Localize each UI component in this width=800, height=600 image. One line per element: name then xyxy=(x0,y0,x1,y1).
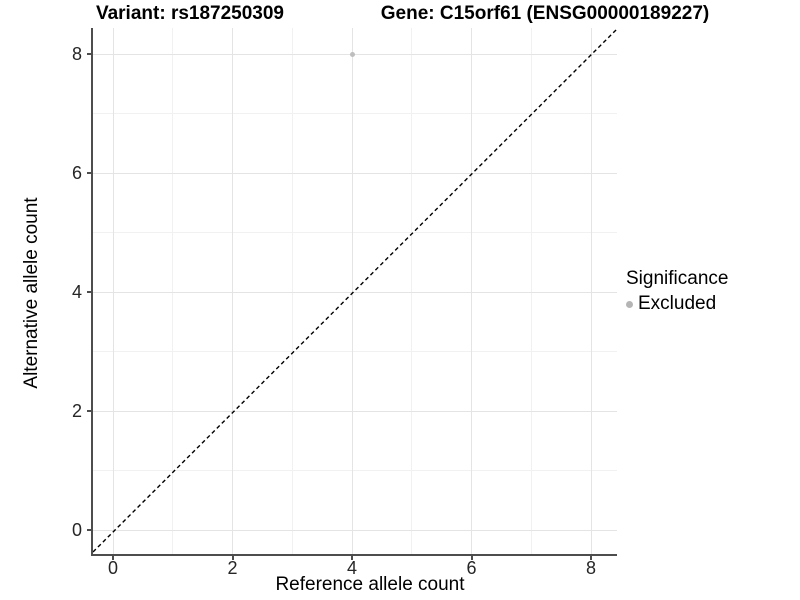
x-tick-mark xyxy=(112,556,114,560)
y-tick-mark xyxy=(87,291,91,293)
gene-title: Gene: C15orf61 (ENSG00000189227) xyxy=(380,3,710,24)
x-tick-mark xyxy=(590,556,592,560)
gridline-x-major xyxy=(351,28,353,554)
y-tick-label: 0 xyxy=(71,520,82,540)
y-tick-mark xyxy=(87,53,91,55)
x-tick-mark xyxy=(231,556,234,560)
identity-dashed-line xyxy=(93,28,617,553)
legend-entry-label: Excluded xyxy=(638,293,717,314)
variant-title: Variant: rs187250309 xyxy=(95,3,285,24)
gridline-y-minor xyxy=(93,351,617,352)
y-tick-mark xyxy=(87,529,91,531)
gridline-y-minor xyxy=(93,113,617,114)
gridline-y-minor xyxy=(93,470,617,471)
legend-entry-excluded: Excluded xyxy=(626,293,796,315)
data-point xyxy=(349,51,355,57)
gridline-x-major xyxy=(232,28,233,554)
y-tick-label: 4 xyxy=(71,282,82,302)
x-tick-label: 8 xyxy=(585,558,596,578)
x-axis-title: Reference allele count xyxy=(275,574,465,595)
y-tick-label: 8 xyxy=(71,44,82,64)
gridline-x-major xyxy=(590,28,592,554)
x-tick-label: 6 xyxy=(466,558,477,578)
x-tick-label: 2 xyxy=(227,558,238,578)
gridline-y-major xyxy=(93,172,617,174)
gridline-x-major xyxy=(471,28,472,554)
gridline-x-minor xyxy=(291,28,293,554)
y-tick-mark xyxy=(87,172,91,174)
gridline-x-major xyxy=(112,28,114,554)
x-tick-mark xyxy=(470,556,473,560)
legend: Significance Excluded xyxy=(626,268,796,315)
y-tick-mark xyxy=(87,410,91,412)
gridline-y-major xyxy=(93,410,617,412)
x-tick-mark xyxy=(351,556,353,560)
gridline-x-minor xyxy=(411,28,413,554)
gridline-x-minor xyxy=(172,28,174,554)
plot-panel xyxy=(93,28,617,554)
x-tick-label: 4 xyxy=(346,558,357,578)
y-axis-line xyxy=(91,28,93,556)
gridline-y-minor xyxy=(93,232,617,233)
gridline-y-major xyxy=(93,53,617,55)
gridline-x-minor xyxy=(530,28,532,554)
y-tick-label: 2 xyxy=(71,401,82,421)
x-axis-line xyxy=(91,554,617,556)
gridline-y-major xyxy=(93,291,617,293)
x-tick-label: 0 xyxy=(107,558,118,578)
gridline-y-major xyxy=(93,529,617,531)
legend-title: Significance xyxy=(626,268,729,289)
y-tick-label: 6 xyxy=(71,163,82,183)
legend-point-icon xyxy=(626,300,633,308)
